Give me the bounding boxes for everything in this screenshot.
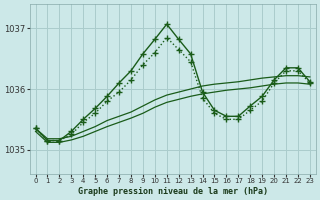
X-axis label: Graphe pression niveau de la mer (hPa): Graphe pression niveau de la mer (hPa) bbox=[78, 187, 268, 196]
